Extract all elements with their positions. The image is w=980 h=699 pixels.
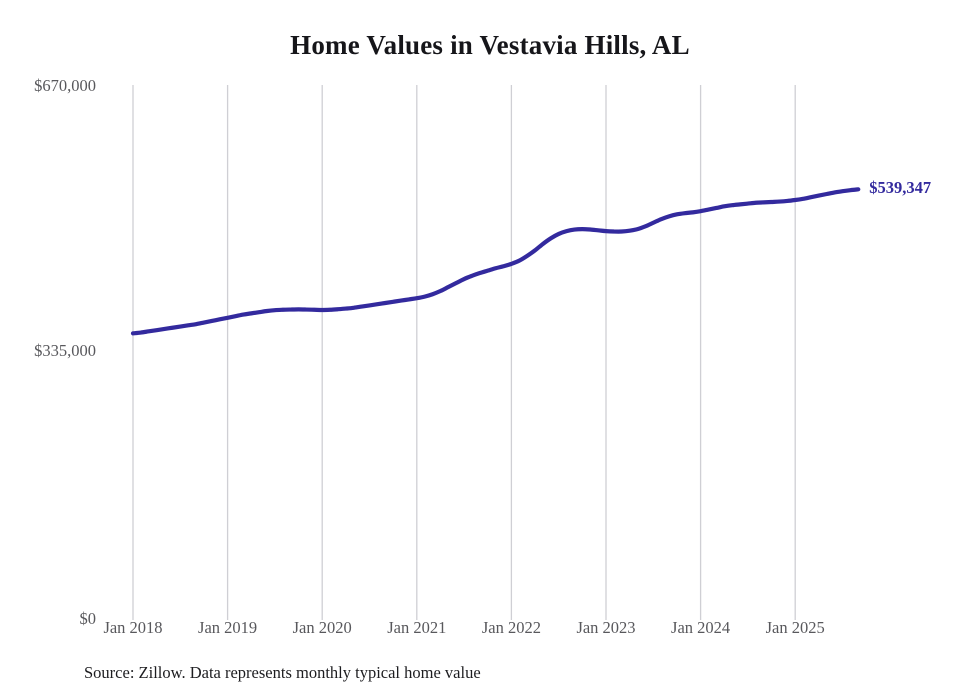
end-value-data-label: $539,347 [869,178,932,198]
gridlines [132,85,796,620]
y-axis-tick-label-bottom: $0 [79,609,97,628]
x-axis-tick-label: Jan 2024 [671,618,731,637]
chart-title: Home Values in Vestavia Hills, AL [290,30,690,60]
y-axis-tick-label-mid: $335,000 [34,341,96,360]
home-value-line-series [130,187,861,336]
x-axis-tick-label: Jan 2022 [481,618,541,637]
x-axis-tick-label: Jan 2025 [765,618,825,637]
source-note: Source: Zillow. Data represents monthly … [84,663,481,682]
x-axis-tick-label: Jan 2020 [292,618,352,637]
x-axis-tick-label: Jan 2019 [198,618,258,637]
y-axis-tick-label-top: $670,000 [34,76,96,95]
x-axis-tick-label: Jan 2023 [576,618,636,637]
x-axis-tick-label: Jan 2021 [387,618,447,637]
x-axis-tick-label: Jan 2018 [103,618,163,637]
